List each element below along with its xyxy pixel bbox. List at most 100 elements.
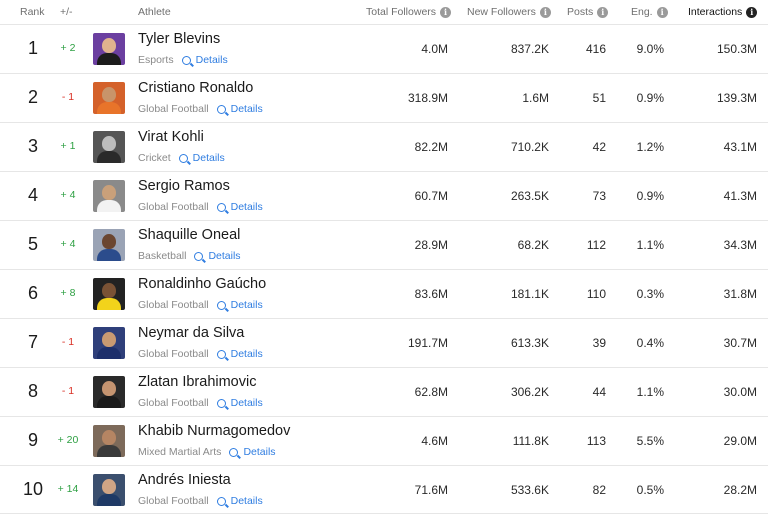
athlete-name[interactable]: Ronaldinho Gaúcho xyxy=(138,276,267,292)
info-icon[interactable]: i xyxy=(656,6,668,18)
athlete-name[interactable]: Tyler Blevins xyxy=(138,31,221,47)
rank-number: 8 xyxy=(27,381,38,401)
rank-change: + 8 xyxy=(60,287,76,299)
athlete-name[interactable]: Sergio Ramos xyxy=(138,178,230,194)
interactions-value: 41.3M xyxy=(723,189,757,203)
details-label: Details xyxy=(230,103,263,115)
interactions-value: 150.3M xyxy=(716,42,757,56)
athlete-name[interactable]: Andrés Iniesta xyxy=(138,472,231,488)
new-followers-value: 181.1K xyxy=(510,287,549,301)
table-row[interactable]: 5 + 4 Shaquille Oneal Basketball Details 28.9… xyxy=(0,220,768,269)
total-followers-value: 83.6M xyxy=(414,287,448,301)
posts-value: 42 xyxy=(592,140,606,154)
details-label: Details xyxy=(230,348,263,360)
athlete-category: Esports xyxy=(138,54,174,66)
search-icon xyxy=(194,251,204,261)
details-link[interactable]: Details xyxy=(216,299,263,311)
avatar[interactable] xyxy=(93,376,125,408)
header-posts[interactable]: Posts i xyxy=(567,6,609,18)
engagement-value: 1.1% xyxy=(636,238,664,252)
avatar-head xyxy=(102,87,116,102)
details-link[interactable]: Details xyxy=(216,201,263,213)
header-change[interactable]: +/- xyxy=(60,6,73,18)
details-label: Details xyxy=(230,201,263,213)
avatar-head xyxy=(102,38,116,53)
rank-change: - 1 xyxy=(61,385,75,397)
table-row[interactable]: 4 + 4 Sergio Ramos Global Football Details 60… xyxy=(0,171,768,220)
header-interactions-label: Interactions xyxy=(688,6,743,18)
table-row[interactable]: 3 + 1 Virat Kohli Cricket Details 82.2M 710.2K… xyxy=(0,122,768,171)
avatar[interactable] xyxy=(93,82,125,114)
avatar[interactable] xyxy=(93,180,125,212)
rank-number: 10 xyxy=(22,479,44,499)
info-icon[interactable]: i xyxy=(440,6,452,18)
header-athlete-label: Athlete xyxy=(138,6,171,18)
details-link[interactable]: Details xyxy=(216,495,263,507)
details-link[interactable]: Details xyxy=(229,446,276,458)
interactions-value: 43.1M xyxy=(723,140,757,154)
header-total-followers-label: Total Followers xyxy=(366,6,437,18)
details-label: Details xyxy=(192,152,225,164)
athlete-name[interactable]: Zlatan Ibrahimovic xyxy=(138,374,257,390)
header-total-followers[interactable]: Total Followers i xyxy=(366,6,452,18)
table-row[interactable]: 1 + 2 Tyler Blevins Esports Details 4.0M 837.2… xyxy=(0,24,768,73)
header-eng[interactable]: Eng. i xyxy=(631,6,668,18)
table-row[interactable]: 7 - 1 Neymar da Silva Global Football Detail… xyxy=(0,318,768,367)
header-athlete[interactable]: Athlete xyxy=(138,6,171,18)
avatar-body xyxy=(97,445,121,457)
posts-value: 44 xyxy=(592,385,606,399)
search-icon xyxy=(216,300,226,310)
new-followers-value: 710.2K xyxy=(510,140,549,154)
details-link[interactable]: Details xyxy=(216,397,263,409)
details-link[interactable]: Details xyxy=(194,250,241,262)
rank-change: + 1 xyxy=(60,140,76,152)
athlete-name[interactable]: Cristiano Ronaldo xyxy=(138,80,254,96)
details-link[interactable]: Details xyxy=(178,152,225,164)
avatar[interactable] xyxy=(93,131,125,163)
avatar[interactable] xyxy=(93,229,125,261)
header-rank-label: Rank xyxy=(20,6,45,18)
avatar[interactable] xyxy=(93,327,125,359)
info-icon[interactable]: i xyxy=(597,6,609,18)
athlete-name[interactable]: Virat Kohli xyxy=(138,129,204,145)
total-followers-value: 60.7M xyxy=(414,189,448,203)
table-header: Rank +/- Athlete Total Followers i New Fo… xyxy=(0,0,768,24)
info-icon[interactable]: i xyxy=(746,6,758,18)
details-link[interactable]: Details xyxy=(216,103,263,115)
engagement-value: 1.2% xyxy=(636,140,664,154)
rank-number: 5 xyxy=(27,234,38,254)
athlete-name[interactable]: Neymar da Silva xyxy=(138,325,245,341)
rank-number: 4 xyxy=(27,185,38,205)
avatar-body xyxy=(97,200,121,212)
table-body: 1 + 2 Tyler Blevins Esports Details 4.0M 837.2… xyxy=(0,24,768,514)
details-link[interactable]: Details xyxy=(181,54,228,66)
interactions-value: 30.7M xyxy=(723,336,757,350)
avatar[interactable] xyxy=(93,474,125,506)
athlete-meta: Cricket Details xyxy=(138,152,225,164)
header-new-followers[interactable]: New Followers i xyxy=(467,6,551,18)
athlete-name[interactable]: Shaquille Oneal xyxy=(138,227,241,243)
athlete-meta: Esports Details xyxy=(138,54,228,66)
engagement-value: 1.1% xyxy=(636,385,664,399)
avatar[interactable] xyxy=(93,425,125,457)
total-followers-value: 4.0M xyxy=(421,42,448,56)
header-rank[interactable]: Rank xyxy=(20,6,45,18)
table-row[interactable]: 9 + 20 Khabib Nurmagomedov Mixed Martial Ar… xyxy=(0,416,768,465)
athlete-name[interactable]: Khabib Nurmagomedov xyxy=(138,423,291,439)
posts-value: 416 xyxy=(585,42,606,56)
interactions-value: 139.3M xyxy=(716,91,757,105)
table-row[interactable]: 10 + 14 Andrés Iniesta Global Football Detai… xyxy=(0,465,768,514)
avatar[interactable] xyxy=(93,278,125,310)
athlete-category: Global Football xyxy=(138,495,209,507)
table-row[interactable]: 8 - 1 Zlatan Ibrahimovic Global Football Det… xyxy=(0,367,768,416)
athlete-meta: Global Football Details xyxy=(138,103,263,115)
details-link[interactable]: Details xyxy=(216,348,263,360)
info-icon[interactable]: i xyxy=(539,6,551,18)
table-row[interactable]: 6 + 8 Ronaldinho Gaúcho Global Football Deta… xyxy=(0,269,768,318)
table-row[interactable]: 2 - 1 Cristiano Ronaldo Global Football Deta… xyxy=(0,73,768,122)
avatar[interactable] xyxy=(93,33,125,65)
posts-value: 112 xyxy=(586,238,606,252)
new-followers-value: 613.3K xyxy=(510,336,549,350)
header-interactions[interactable]: Interactions i xyxy=(688,6,758,18)
